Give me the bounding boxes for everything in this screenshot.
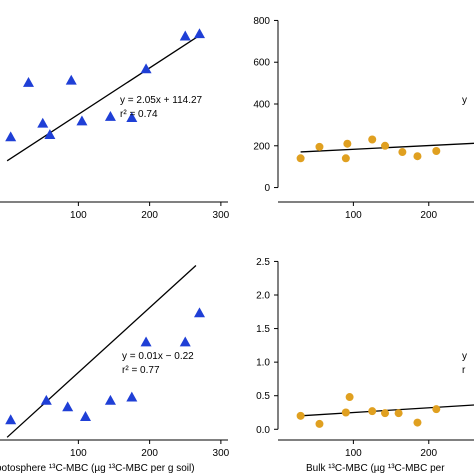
data-point-triangle	[140, 336, 152, 347]
data-point-circle	[398, 148, 407, 157]
y-tick-label: 2.0	[256, 291, 270, 302]
regression-equation: y = 0.01x − 0.22	[122, 351, 194, 362]
data-point-circle	[296, 411, 305, 420]
data-point-triangle	[5, 414, 17, 425]
data-point-circle	[432, 405, 441, 414]
data-point-triangle	[23, 76, 34, 87]
panel-bottom-right: 100 200 0.0 0.5 1.0 1.5 2.0 2.5 yr Bulk ¹³C-MBC (…	[256, 257, 474, 474]
regression-line	[6, 265, 197, 438]
data-point-triangle	[80, 411, 91, 421]
y-tick-label: 200	[253, 141, 270, 152]
data-point-triangle	[179, 30, 191, 41]
data-point-triangle	[37, 117, 49, 128]
data-point-triangle	[194, 307, 205, 318]
data-point-circle	[315, 142, 324, 151]
r-squared-label: r² = 0.77	[122, 365, 160, 376]
x-tick-label: 100	[345, 210, 362, 221]
data-point-circle	[394, 409, 403, 418]
y-tick-label: 1.5	[256, 324, 270, 335]
x-tick-label: 300	[213, 448, 230, 459]
x-tick-label: 200	[420, 448, 437, 459]
x-tick-label: 300	[213, 210, 230, 221]
data-point-triangle	[104, 394, 116, 405]
data-point-triangle	[140, 63, 152, 74]
x-axis-label: ootosphere ¹³C-MBC (µg ¹³C-MBC per g soi…	[0, 463, 195, 474]
data-point-circle	[413, 418, 422, 427]
x-tick-label: 100	[345, 448, 362, 459]
data-point-circle	[368, 407, 377, 416]
y-tick-label: 0.0	[256, 425, 270, 436]
y-tick-label: 0	[264, 183, 270, 194]
r-squared-label: r² = 0.74	[120, 109, 158, 120]
y-tick-label: 0.5	[256, 391, 270, 402]
data-point-triangle	[62, 401, 74, 412]
x-axis-label: Bulk ¹³C-MBC (µg ¹³C-MBC per	[306, 463, 445, 474]
data-point-circle	[341, 408, 350, 417]
data-point-circle	[368, 135, 377, 144]
data-point-triangle	[126, 112, 138, 122]
data-point-circle	[343, 139, 352, 148]
data-point-circle	[381, 409, 390, 418]
data-point-circle	[296, 154, 305, 163]
x-tick-label: 200	[420, 210, 437, 221]
panel-top-right: 100 200 0 200 400 600 800 y	[253, 16, 474, 221]
regression-equation: y	[462, 351, 467, 362]
regression-equation: y = 2.05x + 114.27	[120, 95, 203, 106]
panel-bottom-left: 100 200 300 y = 0.01x − 0.22 r² = 0.77 ootosp…	[0, 265, 230, 474]
x-tick-label: 200	[141, 448, 158, 459]
y-tick-label: 800	[253, 16, 270, 27]
y-tick-label: 600	[253, 58, 270, 69]
data-point-circle	[381, 141, 390, 150]
y-tick-label: 2.5	[256, 257, 270, 268]
data-point-circle	[315, 419, 324, 428]
data-point-triangle	[44, 129, 56, 139]
data-point-circle	[345, 393, 354, 402]
data-point-triangle	[104, 110, 116, 121]
r-squared-label: r	[462, 365, 466, 376]
panel-top-left: 100 200 300 y = 2.05x + 114.27 r² = 0.74	[0, 28, 230, 221]
regression-equation: y	[462, 95, 467, 106]
regression-line	[6, 34, 200, 162]
data-point-triangle	[179, 336, 191, 347]
data-point-triangle	[65, 74, 77, 85]
x-tick-label: 200	[141, 210, 158, 221]
x-tick-label: 100	[70, 210, 87, 221]
data-point-triangle	[40, 394, 52, 405]
data-point-triangle	[194, 28, 205, 39]
y-tick-label: 1.0	[256, 358, 270, 369]
data-point-circle	[413, 152, 422, 161]
y-tick-label: 400	[253, 100, 270, 111]
data-point-triangle	[5, 131, 17, 142]
data-point-triangle	[126, 391, 138, 402]
data-point-circle	[341, 154, 350, 163]
x-tick-label: 100	[70, 448, 87, 459]
data-point-circle	[432, 147, 441, 155]
data-point-triangle	[76, 115, 88, 126]
